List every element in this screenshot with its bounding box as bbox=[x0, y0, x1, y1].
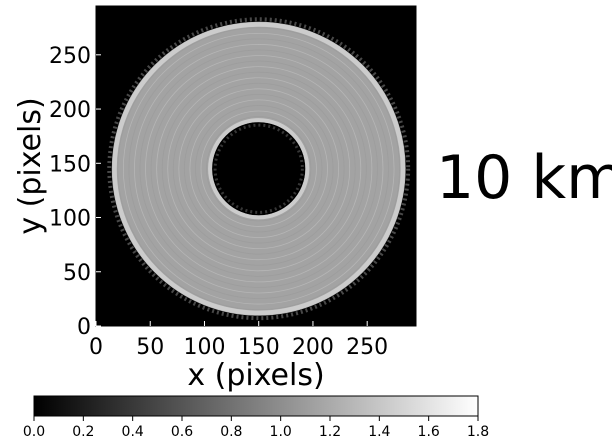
colorbar-tick-label: 0.8 bbox=[220, 424, 242, 439]
colorbar-tick-label: 0.6 bbox=[171, 424, 193, 439]
colorbar bbox=[33, 395, 479, 417]
plot-frame bbox=[95, 5, 417, 327]
colorbar-tick-label: 0.4 bbox=[122, 424, 144, 439]
x-tick-label: 100 bbox=[183, 335, 225, 360]
ring-contour bbox=[195, 105, 323, 233]
ring-field bbox=[107, 17, 411, 321]
ring-outer-fringe bbox=[107, 17, 411, 321]
colorbar-tick-label: 1.2 bbox=[319, 424, 341, 439]
ring-contour bbox=[172, 82, 345, 255]
ring-contour bbox=[139, 49, 378, 288]
colorbar-tick-label: 0.2 bbox=[72, 424, 94, 439]
colorbar-tick-label: 0.0 bbox=[23, 424, 45, 439]
ring-contour bbox=[128, 38, 389, 299]
ring-contour bbox=[189, 99, 328, 238]
ring-contour bbox=[156, 66, 362, 272]
colorbar-ticks: 0.0 0.2 0.4 0.6 0.8 1.0 1.2 1.4 1.6 1.8 bbox=[23, 416, 489, 439]
x-tick-label: 250 bbox=[346, 335, 388, 360]
ring-contour bbox=[122, 32, 395, 305]
ring-inner-fringe bbox=[213, 123, 304, 214]
ring-contour bbox=[150, 60, 367, 277]
ring-contour bbox=[134, 44, 384, 294]
ring-annulus bbox=[112, 22, 406, 316]
x-axis-ticks: 0 50 100 150 200 250 bbox=[89, 321, 388, 360]
y-tick-label: 100 bbox=[49, 207, 91, 232]
y-tick-label: 50 bbox=[63, 261, 91, 286]
ring-outer-edge bbox=[111, 21, 406, 316]
ring-contour bbox=[200, 110, 317, 227]
ring-inner-edge bbox=[208, 118, 310, 220]
ring-contour bbox=[183, 93, 334, 244]
ring-contour bbox=[206, 116, 312, 222]
x-tick-label: 0 bbox=[89, 335, 103, 360]
y-axis-label: y (pixels) bbox=[13, 97, 48, 234]
ring-contour bbox=[117, 27, 401, 311]
scale-label: 10 km bbox=[436, 143, 612, 213]
colorbar-tick-label: 1.0 bbox=[270, 424, 292, 439]
y-tick-label: 150 bbox=[49, 152, 91, 177]
x-tick-label: 200 bbox=[292, 335, 334, 360]
x-axis-label: x (pixels) bbox=[187, 358, 324, 393]
colorbar-tick-label: 1.6 bbox=[418, 424, 440, 439]
ring-contour bbox=[178, 88, 340, 250]
x-tick-label: 50 bbox=[136, 335, 164, 360]
y-tick-label: 200 bbox=[49, 98, 91, 123]
ring-contour bbox=[167, 77, 351, 261]
y-axis-ticks: 0 50 100 150 200 250 bbox=[49, 44, 101, 340]
colorbar-tick-label: 1.8 bbox=[467, 424, 489, 439]
colorbar-tick-label: 1.4 bbox=[368, 424, 390, 439]
x-tick-label: 150 bbox=[238, 335, 280, 360]
ring-contour bbox=[145, 55, 373, 283]
y-tick-label: 250 bbox=[49, 44, 91, 69]
ring-contour bbox=[161, 71, 356, 266]
y-tick-label: 0 bbox=[77, 315, 91, 340]
